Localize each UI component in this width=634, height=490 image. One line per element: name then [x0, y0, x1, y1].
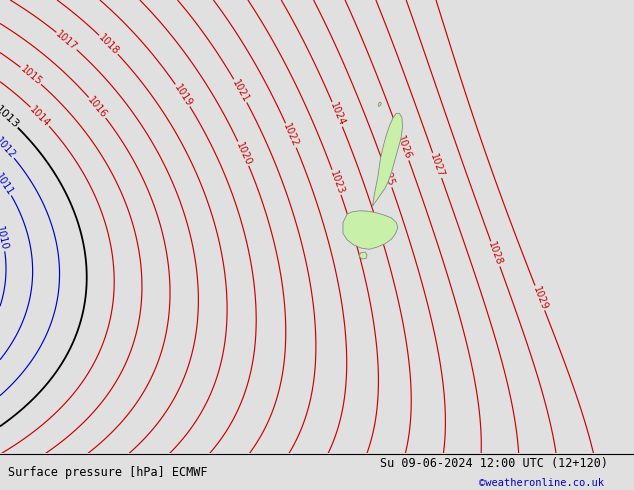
Text: 1027: 1027 [429, 152, 446, 179]
Polygon shape [343, 211, 398, 249]
Text: 1020: 1020 [234, 140, 253, 167]
Text: 1029: 1029 [531, 285, 549, 311]
Text: 1016: 1016 [86, 95, 109, 120]
Text: Surface pressure [hPa] ECMWF: Surface pressure [hPa] ECMWF [8, 466, 207, 479]
Text: Su 09-06-2024 12:00 UTC (12+120): Su 09-06-2024 12:00 UTC (12+120) [380, 457, 609, 470]
Text: 1011: 1011 [0, 172, 15, 197]
Text: 1025: 1025 [378, 161, 396, 188]
Text: 1017: 1017 [54, 29, 79, 53]
Polygon shape [373, 113, 403, 206]
Text: 1028: 1028 [486, 241, 504, 267]
Text: ©weatheronline.co.uk: ©weatheronline.co.uk [479, 478, 604, 489]
Text: 1023: 1023 [328, 169, 346, 196]
Text: 1013: 1013 [0, 104, 20, 130]
Text: 1014: 1014 [28, 104, 52, 129]
Polygon shape [378, 102, 382, 106]
Text: 1026: 1026 [396, 135, 413, 161]
Text: 1019: 1019 [172, 82, 193, 108]
Text: 1015: 1015 [18, 64, 44, 87]
Text: 1024: 1024 [328, 101, 347, 127]
Text: 1010: 1010 [0, 225, 10, 251]
Text: 1018: 1018 [96, 32, 120, 57]
Text: 1012: 1012 [0, 136, 17, 161]
Polygon shape [359, 252, 367, 259]
Text: 1021: 1021 [230, 77, 250, 104]
Text: 1022: 1022 [281, 122, 301, 149]
